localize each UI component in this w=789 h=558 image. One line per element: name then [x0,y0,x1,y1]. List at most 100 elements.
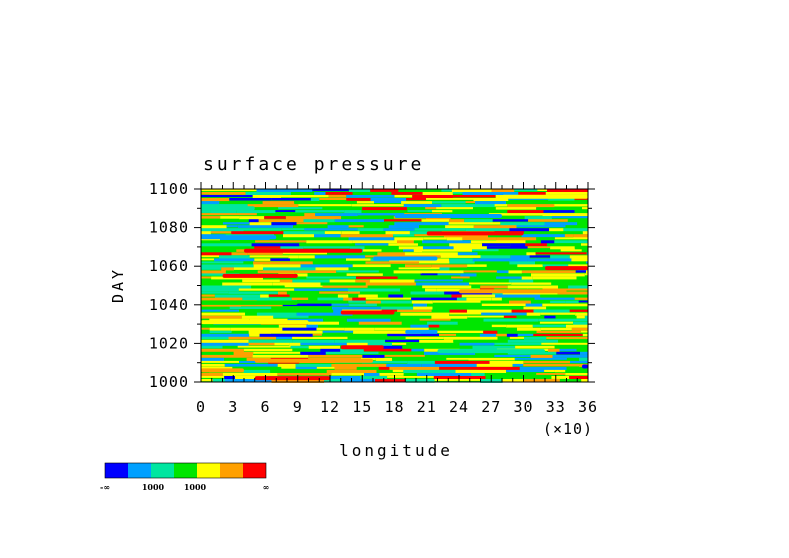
field-streak [582,333,588,337]
field-streak [359,291,411,295]
field-streak [201,339,249,344]
field-streak [432,210,453,213]
field-streak [448,354,495,358]
field-streak [274,234,283,238]
field-streak [452,192,463,194]
field-streak [212,379,225,383]
field-streak [544,369,555,372]
field-streak [367,222,395,225]
field-streak [237,345,291,348]
field-streak [348,267,399,272]
field-streak [524,379,560,383]
colorbar-label: 1000 [142,482,165,492]
field-streak [535,252,587,255]
field-streak [407,210,432,212]
field-streak [254,258,271,261]
field-streak [292,336,348,339]
field-streak [341,216,394,220]
field-streak [231,252,248,256]
field-band [373,256,438,261]
field-streak [456,333,480,337]
field-streak [483,318,539,322]
field-streak [446,357,469,360]
field-streak [388,243,418,246]
field-streak [358,294,378,298]
field-streak [271,198,311,201]
field-streak [480,255,511,259]
field-streak [582,207,588,210]
field-streak [214,294,261,298]
field-streak [201,348,244,353]
field-band [340,310,395,315]
field-streak [222,345,238,348]
field-streak [483,330,498,335]
field-streak [339,321,359,326]
field-streak [565,369,588,373]
field-streak [536,330,581,333]
field-streak [332,306,381,310]
field-streak [421,363,477,368]
y-tick-label: 1060 [149,257,189,275]
field-streak [574,297,588,300]
field-streak [419,318,451,321]
field-streak [566,324,588,328]
field-streak [299,243,356,246]
field-streak [423,246,454,250]
field-streak [533,309,570,314]
field-streak [348,303,377,306]
field-streak [201,228,244,232]
field-streak [498,249,539,253]
field-streak [415,282,469,287]
field-streak [201,270,226,274]
field-streak [431,315,468,320]
field-streak [201,240,256,244]
field-streak [584,315,588,320]
field-streak [259,333,313,337]
field-streak [461,294,496,298]
field-streak [201,342,249,347]
field-band [201,206,255,211]
field-streak [566,231,583,234]
field-streak [365,297,412,300]
field-streak [413,240,423,243]
field-streak [272,282,281,287]
field-streak [420,273,438,276]
field-streak [432,201,466,204]
field-streak [201,252,232,256]
field-streak [319,306,332,310]
field-streak [308,354,363,358]
field-streak [358,321,402,326]
field-streak [501,297,535,300]
field-streak [329,279,356,283]
field-streak [425,207,437,210]
field-streak [306,276,356,279]
field-streak [386,363,422,368]
field-streak [294,201,319,204]
x-axis-label: longitude [339,441,453,460]
field-streak [401,201,433,204]
field-streak [289,342,301,346]
field-streak [542,303,588,307]
field-streak [546,306,588,310]
field-streak [548,348,560,353]
field-streak [422,192,453,196]
field-streak [222,282,273,286]
field-streak [406,342,460,346]
field-streak [403,369,456,374]
field-streak [307,321,340,326]
field-streak [481,312,527,316]
field-streak [285,216,342,220]
field-streak [559,348,577,352]
field-streak [363,225,389,228]
field-streak [492,219,529,222]
field-streak [426,198,474,200]
colorbar-labels: -∞ 1000 1000 ∞ [100,482,269,492]
field-streak [398,267,440,270]
field-streak [393,234,415,237]
field-streak [284,285,323,288]
field-streak [509,228,550,232]
field-streak [348,237,395,241]
field-streak [248,330,271,335]
field-streak [247,252,283,255]
field-streak [300,342,347,346]
